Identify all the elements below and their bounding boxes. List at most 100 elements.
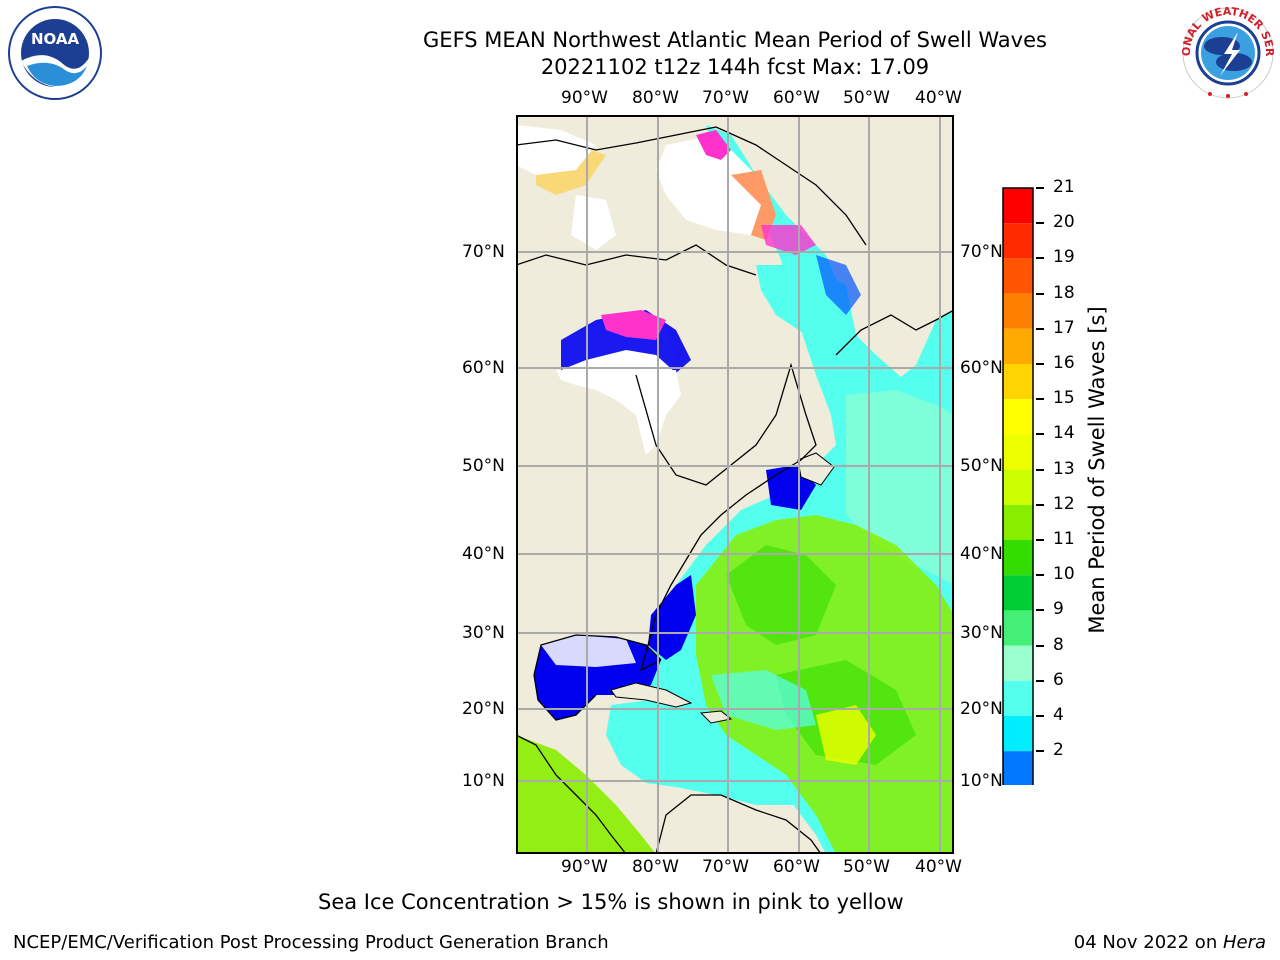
lat-label-left-70n: 70°N xyxy=(462,242,505,262)
colorbar-level-label: 16 xyxy=(1053,353,1075,373)
island-hispaniola xyxy=(699,710,733,724)
colorbar-level-label: 17 xyxy=(1053,317,1075,338)
colorbar-band xyxy=(1003,540,1033,576)
footer-host: Hera xyxy=(1222,932,1266,953)
hudson-ice-white xyxy=(556,370,681,455)
colorbar-band xyxy=(1003,223,1033,259)
colorbar-tick xyxy=(1036,187,1044,189)
lat-label-left-40n: 40°N xyxy=(462,544,505,564)
swell-cyan-band xyxy=(711,670,816,730)
footer-credit: NCEP/EMC/Verification Post Processing Pr… xyxy=(13,932,609,953)
lat-label-right-10n: 10°N xyxy=(960,771,1003,791)
lon-label-top-90w: 90°W xyxy=(561,88,608,108)
map-frame xyxy=(516,115,954,854)
colorbar-level-label: 11 xyxy=(1053,529,1075,549)
arctic-ice-orange xyxy=(731,170,776,240)
lat-label-left-10n: 10°N xyxy=(462,771,505,791)
lon-label-top-70w: 70°W xyxy=(702,88,749,108)
colorbar-band xyxy=(1003,364,1033,400)
lat-label-right-30n: 30°N xyxy=(960,623,1003,643)
lat-label-right-50n: 50°N xyxy=(960,456,1003,476)
colorbar-level-label: 10 xyxy=(1053,564,1075,585)
colorbar-tick xyxy=(1036,398,1044,401)
colorbar-level-label: 14 xyxy=(1053,423,1075,444)
colorbar-level-label: 2 xyxy=(1053,740,1064,761)
colorbar-band xyxy=(1003,504,1033,540)
colorbar-tick xyxy=(1036,679,1044,682)
colorbar-tick xyxy=(1036,750,1044,753)
lat-label-right-70n: 70°N xyxy=(960,242,1003,262)
footer-date: 04 Nov 2022 on Hera xyxy=(1074,932,1266,953)
arctic-ice-white xyxy=(656,135,771,235)
coastline-arctic xyxy=(516,126,867,276)
lon-label-bottom-40w: 40°W xyxy=(915,857,962,877)
colorbar-band xyxy=(1003,328,1033,364)
swell-yellow-patch xyxy=(816,705,876,765)
colorbar-tick xyxy=(1036,327,1044,330)
chart-title-line1: GEFS MEAN Northwest Atlantic Mean Period… xyxy=(423,28,1047,52)
lat-label-right-40n: 40°N xyxy=(960,544,1003,564)
chart-title-line2: 20221102 t12z 144h fcst Max: 17.09 xyxy=(540,55,930,79)
colorbar-band xyxy=(1003,434,1033,470)
colorbar-level-label: 20 xyxy=(1053,212,1075,233)
lat-label-left-20n: 20°N xyxy=(462,699,505,719)
colorbar-tick xyxy=(1036,539,1044,541)
footer-date-text: 04 Nov 2022 on xyxy=(1073,932,1223,953)
lat-label-right-60n: 60°N xyxy=(960,358,1003,378)
colorbar-tick xyxy=(1036,468,1044,471)
colorbar-band xyxy=(1003,751,1033,785)
colorbar-title: Mean Period of Swell Waves [s] xyxy=(1085,306,1109,634)
swell-green-dark xyxy=(726,545,836,645)
arctic-ice-magenta xyxy=(761,225,816,255)
colorbar-band xyxy=(1003,645,1033,681)
colorbar-tick xyxy=(1036,503,1044,506)
colorbar xyxy=(1002,187,1034,785)
land-south-america xyxy=(656,795,821,854)
colorbar-band xyxy=(1003,575,1033,611)
colorbar-tick xyxy=(1036,715,1044,717)
lon-label-top-40w: 40°W xyxy=(915,88,962,108)
lat-label-left-60n: 60°N xyxy=(462,358,505,378)
noaa-logo-text: NOAA xyxy=(31,30,80,48)
arctic-white-2 xyxy=(571,195,616,250)
colorbar-band xyxy=(1003,469,1033,505)
lon-label-top-50w: 50°W xyxy=(843,88,890,108)
colorbar-tick xyxy=(1036,574,1044,577)
colorbar-level-label: 4 xyxy=(1053,705,1064,725)
colorbar-level-label: 12 xyxy=(1053,493,1075,514)
sea-ice-note: Sea Ice Concentration > 15% is shown in … xyxy=(318,890,904,914)
graticule xyxy=(516,115,954,854)
lon-label-bottom-50w: 50°W xyxy=(843,857,890,877)
colorbar-level-label: 18 xyxy=(1053,282,1075,303)
lon-label-top-60w: 60°W xyxy=(773,88,820,108)
colorbar-frame xyxy=(1002,187,1034,785)
colorbar-tick xyxy=(1036,222,1044,225)
gulf-white-patch xyxy=(541,635,636,667)
lat-label-left-30n: 30°N xyxy=(462,623,505,643)
lon-label-bottom-80w: 80°W xyxy=(632,857,679,877)
colorbar-level-label: 19 xyxy=(1053,247,1075,268)
coastline-south xyxy=(516,734,822,854)
colorbar-band xyxy=(1003,680,1033,716)
colorbar-tick xyxy=(1036,292,1044,295)
colorbar-level-label: 8 xyxy=(1053,634,1064,655)
colorbar-band xyxy=(1003,610,1033,646)
ocean-caribbean xyxy=(606,700,806,805)
colorbar-band xyxy=(1003,399,1033,435)
map-panel xyxy=(516,115,954,854)
colorbar-tick xyxy=(1036,257,1044,260)
lon-label-bottom-60w: 60°W xyxy=(773,857,820,877)
nws-logo: NATIONAL WEATHER SERVICE xyxy=(1180,6,1276,99)
lat-label-left-50n: 50°N xyxy=(462,456,505,476)
colorbar-level-label: 21 xyxy=(1053,177,1075,197)
lat-label-right-20n: 20°N xyxy=(960,699,1003,719)
hudson-ice-pink xyxy=(601,310,666,340)
colorbar-band xyxy=(1003,188,1033,224)
arctic-ice-pink xyxy=(696,130,731,160)
arctic-white-1 xyxy=(516,125,596,175)
coastline-east xyxy=(635,362,817,672)
noaa-logo: NOAA xyxy=(8,6,102,100)
colorbar-band xyxy=(1003,293,1033,329)
colorbar-tick xyxy=(1036,363,1044,365)
colorbar-band xyxy=(1003,258,1033,294)
